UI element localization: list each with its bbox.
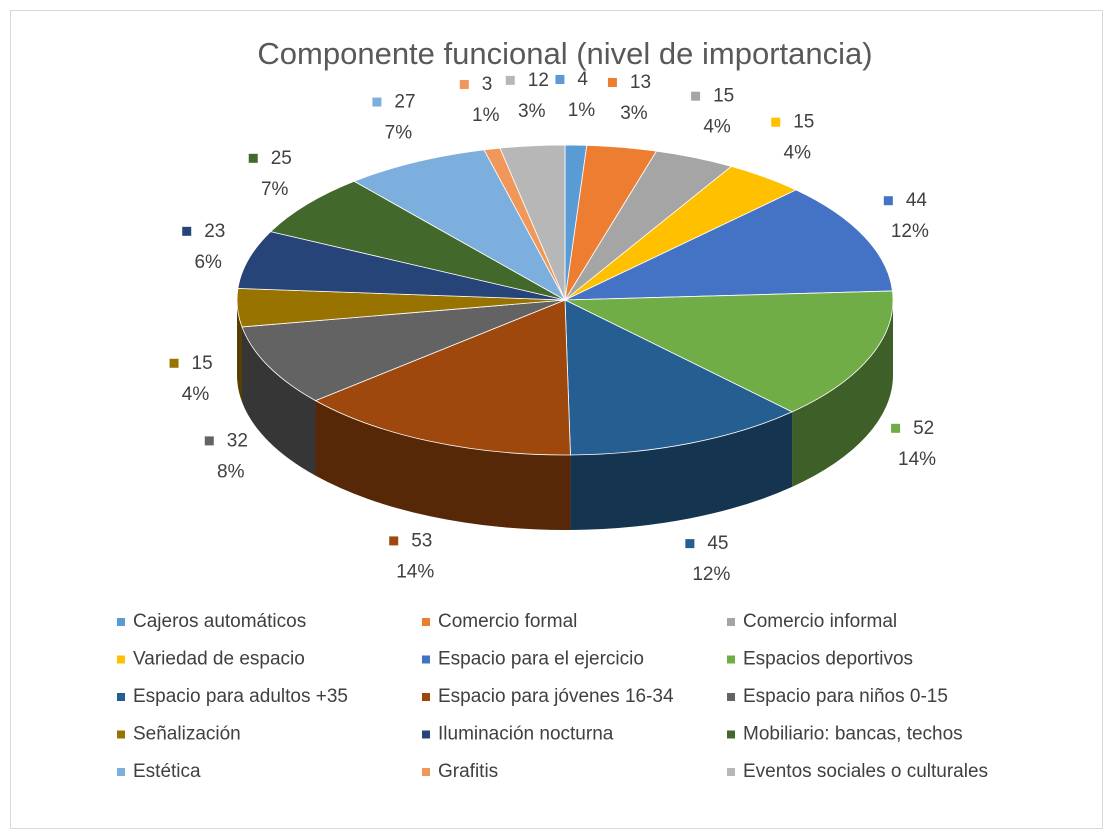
- pie-slice: [269, 180, 566, 301]
- legend-marker: [727, 693, 735, 701]
- percent-label: 14%: [898, 449, 936, 470]
- percent-label: 12%: [692, 564, 730, 585]
- pie-slice: [499, 144, 566, 301]
- percent-label: 4%: [182, 384, 210, 405]
- label-marker: [555, 74, 565, 84]
- label-marker: [459, 80, 469, 90]
- data-label: 12: [528, 70, 549, 91]
- label-marker: [182, 226, 192, 236]
- legend-marker: [117, 768, 125, 776]
- legend-marker: [117, 693, 125, 701]
- legend-marker: [727, 655, 735, 664]
- label-marker: [685, 539, 695, 549]
- label-marker: [204, 436, 214, 446]
- pie-side: [792, 300, 893, 487]
- data-label: 15: [713, 86, 734, 107]
- legend-label: Señalización: [133, 724, 241, 745]
- data-label: 15: [793, 112, 814, 133]
- legend-label: Iluminación nocturna: [438, 724, 614, 745]
- legend-label: Cajeros automáticos: [133, 611, 306, 632]
- pie-side: [570, 411, 793, 530]
- percent-label: 6%: [194, 252, 222, 273]
- label-marker: [607, 77, 617, 87]
- pie-side: [237, 300, 242, 402]
- label-marker: [389, 536, 399, 546]
- legend-label: Espacio para niños 0-15: [743, 686, 948, 707]
- legend-label: Mobiliario: bancas, techos: [743, 724, 963, 745]
- pie-slice: [237, 231, 566, 301]
- chart-title: Componente funcional (nivel de importanc…: [257, 36, 872, 71]
- label-marker: [169, 358, 179, 368]
- data-label: 13: [630, 72, 651, 93]
- label-marker: [505, 75, 515, 85]
- data-label: 4: [577, 69, 588, 90]
- legend-label: Espacio para jóvenes 16-34: [438, 686, 674, 707]
- pie-slice: [241, 299, 566, 402]
- data-label: 25: [271, 148, 292, 169]
- legend-marker: [422, 768, 430, 776]
- pie-side: [315, 400, 571, 530]
- legend-label: Variedad de espacio: [133, 649, 305, 670]
- pie-slice: [314, 299, 571, 456]
- percent-label: 7%: [385, 123, 413, 144]
- percent-label: 4%: [784, 143, 812, 164]
- data-label: 27: [394, 92, 415, 113]
- legend-label: Eventos sociales o culturales: [743, 761, 988, 782]
- label-marker: [372, 97, 382, 107]
- legend-label: Comercio informal: [743, 611, 897, 632]
- percent-label: 1%: [568, 100, 596, 121]
- data-label: 23: [204, 221, 225, 242]
- label-marker: [891, 423, 901, 433]
- data-label: 44: [906, 190, 928, 211]
- legend-marker: [727, 730, 735, 739]
- legend-marker: [422, 730, 430, 739]
- legend-marker: [422, 618, 430, 626]
- pie-side: [241, 326, 316, 476]
- legend-label: Espacios deportivos: [743, 649, 913, 670]
- legend-label: Comercio formal: [438, 611, 577, 632]
- data-label: 52: [913, 418, 934, 439]
- pie-slice: [564, 299, 793, 456]
- legend-label: Espacio para el ejercicio: [438, 649, 644, 670]
- legend-marker: [117, 655, 125, 664]
- percent-label: 3%: [620, 103, 648, 124]
- label-marker: [248, 153, 258, 163]
- label-marker: [883, 196, 893, 206]
- percent-label: 14%: [396, 561, 434, 582]
- percent-label: 3%: [518, 101, 546, 122]
- percent-label: 4%: [703, 117, 731, 138]
- pie-slice: [564, 290, 894, 413]
- pie-slice: [353, 149, 567, 302]
- percent-label: 12%: [891, 221, 929, 242]
- legend-label: Estética: [133, 761, 201, 782]
- data-label: 15: [192, 353, 213, 374]
- percent-label: 7%: [261, 179, 289, 200]
- data-label: 3: [482, 74, 493, 95]
- percent-label: 1%: [472, 105, 500, 126]
- label-marker: [691, 91, 701, 101]
- legend-marker: [422, 693, 430, 701]
- legend-label: Espacio para adultos +35: [133, 686, 348, 707]
- pie-slice: [564, 189, 893, 301]
- legend-marker: [727, 618, 735, 626]
- legend-marker: [117, 730, 125, 739]
- legend-marker: [727, 768, 735, 776]
- data-label: 32: [227, 430, 248, 451]
- legend-marker: [422, 655, 430, 664]
- data-label: 53: [411, 530, 432, 551]
- data-label: 45: [707, 533, 728, 554]
- legend-marker: [117, 618, 125, 626]
- label-marker: [771, 117, 781, 127]
- percent-label: 8%: [217, 461, 245, 482]
- legend-label: Grafitis: [438, 761, 498, 782]
